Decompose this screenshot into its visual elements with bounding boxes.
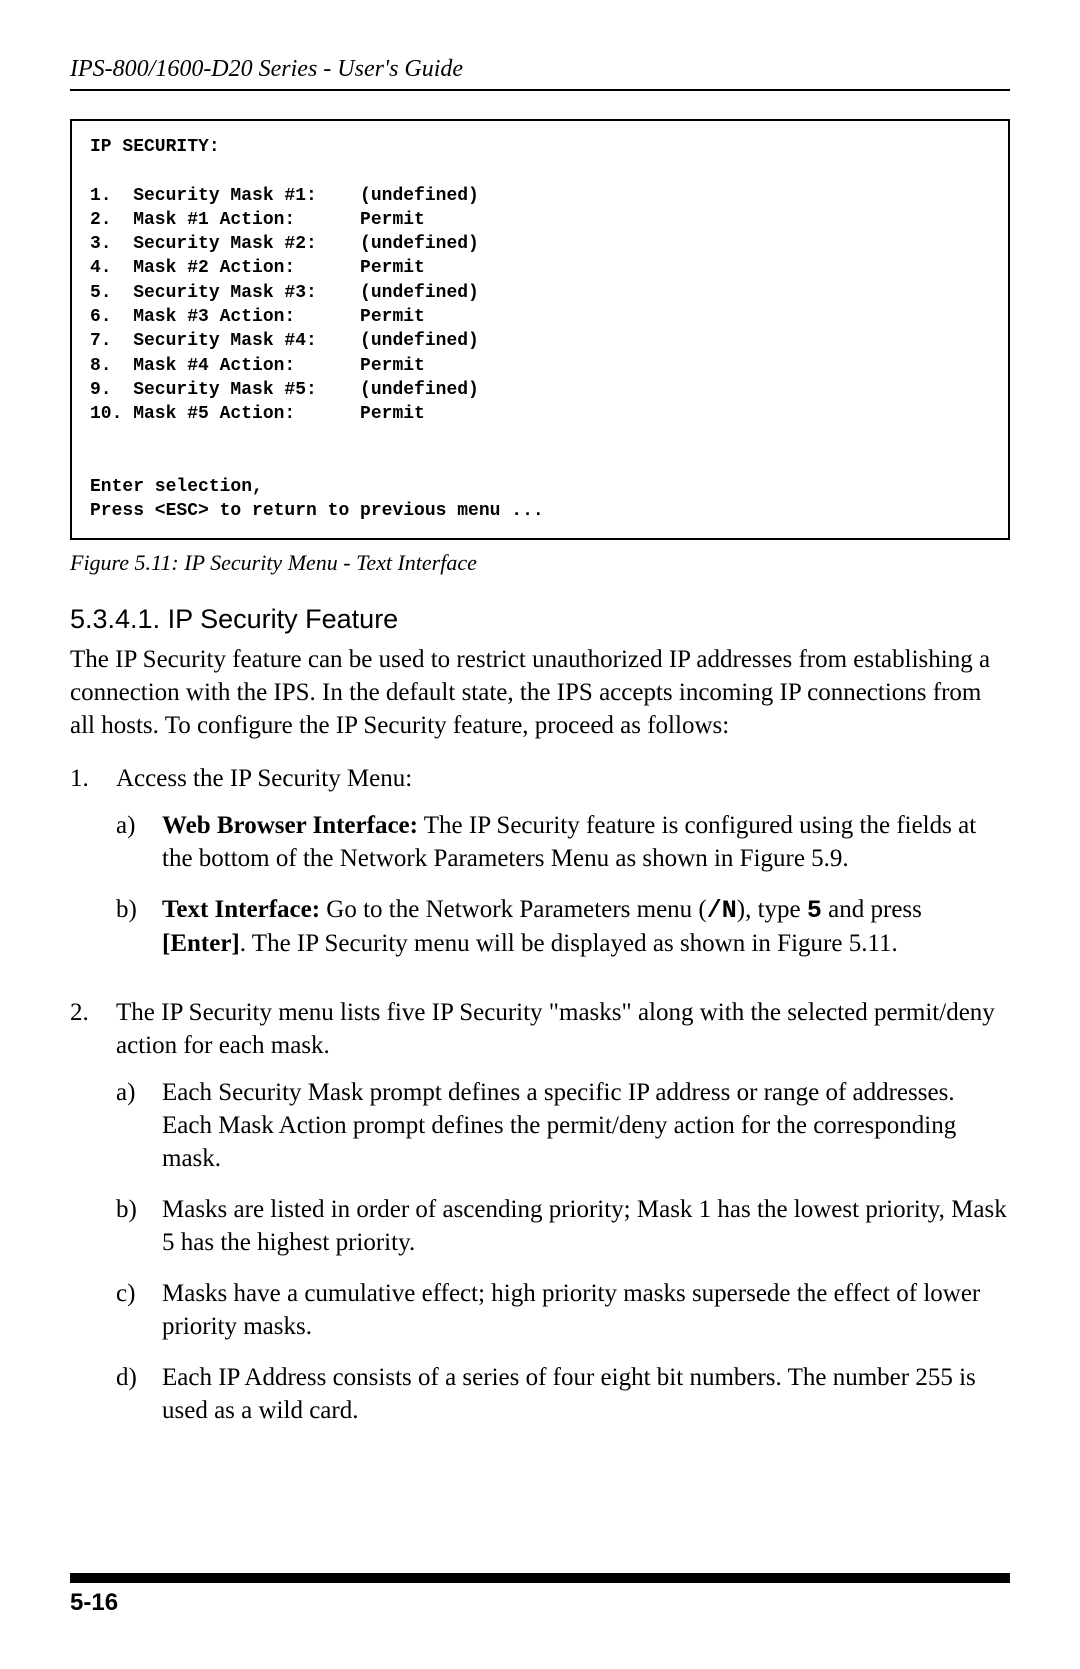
bold-label: [Enter] [162,930,240,957]
section-number: 5.3.4.1. [70,604,160,634]
mono-text: /N [707,896,737,925]
list-text: Each Security Mask prompt defines a spec… [162,1076,1010,1175]
section-title: IP Security Feature [168,604,399,634]
list-text: Go to the Network Parameters menu ( [320,896,707,923]
bold-label: Web Browser Interface: [162,812,418,839]
mono-text: 5 [807,896,822,925]
list-item: a) Web Browser Interface: The IP Securit… [116,809,1010,875]
list-text: Access the IP Security Menu: [116,765,412,792]
list-marker: a) [116,809,162,875]
numbered-list: 1. Access the IP Security Menu: a) Web B… [70,762,1010,1445]
section-heading: 5.3.4.1. IP Security Feature [70,604,1010,635]
page: IPS-800/1600-D20 Series - User's Guide I… [0,0,1080,1669]
list-marker: 1. [70,762,116,978]
sub-list: a) Each Security Mask prompt defines a s… [116,1076,1010,1427]
list-marker: b) [116,1193,162,1259]
list-item: c) Masks have a cumulative effect; high … [116,1277,1010,1343]
running-header: IPS-800/1600-D20 Series - User's Guide [70,56,1010,91]
list-text: and press [822,896,922,923]
list-item: b) Masks are listed in order of ascendin… [116,1193,1010,1259]
list-marker: d) [116,1361,162,1427]
list-text: ), type [737,896,807,923]
list-text: Each IP Address consists of a series of … [162,1361,1010,1427]
terminal-screenshot: IP SECURITY: 1. Security Mask #1: (undef… [70,119,1010,540]
list-marker: 2. [70,996,116,1445]
list-item: d) Each IP Address consists of a series … [116,1361,1010,1427]
intro-paragraph: The IP Security feature can be used to r… [70,643,1010,742]
bold-label: Text Interface: [162,896,320,923]
page-number: 5-16 [70,1589,118,1616]
list-marker: b) [116,893,162,960]
list-marker: a) [116,1076,162,1175]
list-marker: c) [116,1277,162,1343]
list-text: Masks are listed in order of ascending p… [162,1193,1010,1259]
list-item: a) Each Security Mask prompt defines a s… [116,1076,1010,1175]
page-footer: 5-16 [70,1573,1010,1617]
list-item: 2. The IP Security menu lists five IP Se… [70,996,1010,1445]
list-text: The IP Security menu lists five IP Secur… [116,999,995,1059]
list-item: 1. Access the IP Security Menu: a) Web B… [70,762,1010,978]
list-text: Masks have a cumulative effect; high pri… [162,1277,1010,1343]
sub-list: a) Web Browser Interface: The IP Securit… [116,809,1010,960]
figure-caption: Figure 5.11: IP Security Menu - Text Int… [70,550,1010,576]
list-item: b) Text Interface: Go to the Network Par… [116,893,1010,960]
list-text: . The IP Security menu will be displayed… [240,930,898,957]
